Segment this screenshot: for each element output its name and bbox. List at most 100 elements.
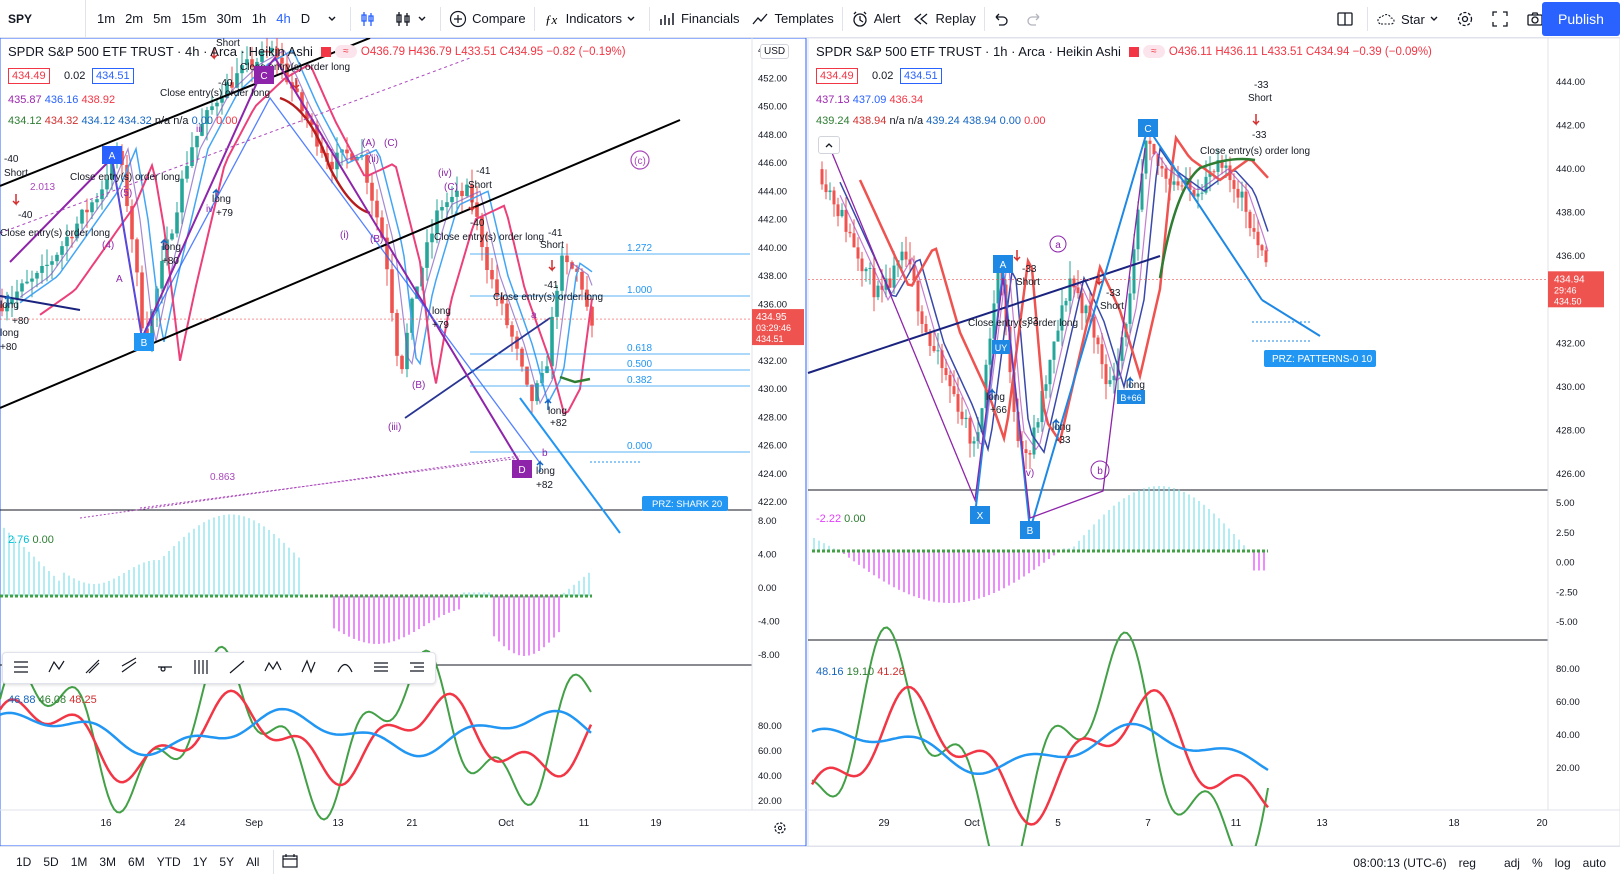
candle (920, 305, 924, 334)
right-bid-box[interactable]: 434.49 (816, 68, 858, 84)
star-label: Star (1401, 11, 1425, 27)
range-1y[interactable]: 1Y (192, 855, 208, 869)
currency-selector[interactable]: USD (760, 44, 790, 59)
left-annotation-p2013: 2.013 (30, 182, 55, 193)
redo-button[interactable] (1020, 0, 1053, 38)
range-ytd[interactable]: YTD (156, 855, 181, 869)
candle-body (100, 189, 104, 200)
timeaxis-gear-icon[interactable] (774, 822, 786, 834)
interval-30m[interactable]: 30m (216, 11, 242, 26)
parallel-channel-tool-icon[interactable] (118, 656, 140, 680)
alert-button[interactable]: Alert (845, 0, 907, 38)
hline-tool-icon[interactable] (10, 657, 32, 680)
replay-button[interactable]: Replay (906, 0, 981, 38)
candle (1264, 246, 1268, 267)
toggle-adj[interactable]: adj (1503, 855, 1520, 870)
interval-D[interactable]: D (300, 11, 311, 26)
horizontal-ray-tool-icon[interactable] (154, 657, 176, 680)
candle-body (828, 190, 832, 193)
interval-2m[interactable]: 2m (125, 11, 144, 26)
candle-body (1092, 316, 1096, 338)
left-chart-border (0, 38, 807, 846)
candle (230, 66, 234, 90)
abcd-tool-icon[interactable] (46, 657, 68, 680)
right-eye-icon[interactable]: ≈ (1142, 45, 1165, 58)
candle-body (1172, 181, 1176, 185)
curve-tool-icon[interactable] (334, 657, 356, 680)
interval-dropdown-icon[interactable] (321, 0, 348, 38)
ind1-val-a: 435.87 (8, 94, 42, 106)
left-ma-darkred (279, 96, 371, 215)
date-range-button[interactable] (276, 853, 304, 871)
left-rsi-tick: 40.00 (758, 771, 782, 782)
range-all[interactable]: All (246, 855, 260, 869)
right-ma-green (1158, 157, 1256, 279)
interval-4h[interactable]: 4h (276, 11, 291, 26)
range-3m[interactable]: 3M (99, 855, 117, 869)
trendline-tool-icon[interactable] (226, 657, 248, 680)
right-ask-box[interactable]: 434.51 (900, 68, 942, 84)
interval-15m[interactable]: 15m (181, 11, 207, 26)
star-layout-button[interactable]: Star (1370, 0, 1450, 38)
indicators-button[interactable]: ƒx Indicators (537, 0, 647, 38)
candle-body (1252, 228, 1256, 232)
right-flag-icon[interactable] (1128, 46, 1139, 57)
bar-style-icon[interactable] (353, 0, 388, 38)
screenshot-button[interactable] (1520, 0, 1555, 38)
left-ask-box[interactable]: 434.51 (92, 68, 134, 84)
settings-button[interactable] (1450, 0, 1485, 38)
right-osc-tick: -5.00 (1556, 617, 1578, 628)
long-arrow-icon (988, 388, 996, 400)
right-prz-label: PRZ: PATTERNS-0 10 (1272, 354, 1373, 365)
toggle-percent[interactable]: % (1531, 855, 1543, 870)
templates-button[interactable]: Templates (745, 0, 839, 38)
candle-body (1048, 359, 1052, 385)
fib-level-label: 0.000 (627, 441, 652, 452)
fib-tool-icon[interactable] (190, 657, 212, 680)
right-annotation: +66 (990, 405, 1007, 416)
candle (868, 262, 872, 285)
candle (390, 253, 394, 322)
candle (1064, 297, 1068, 312)
compare-button[interactable]: Compare (443, 0, 531, 38)
candle (1096, 335, 1100, 354)
range-5d[interactable]: 5D (43, 855, 59, 869)
range-5y[interactable]: 5Y (219, 855, 235, 869)
collapse-legend-button[interactable] (818, 136, 840, 154)
range-6m[interactable]: 6M (128, 855, 145, 869)
left-bid-box[interactable]: 434.49 (8, 68, 50, 84)
toggle-log[interactable]: log (1554, 855, 1571, 870)
right-price-tick: 440.00 (1556, 164, 1585, 175)
settings-lines-tool-icon[interactable] (406, 657, 428, 680)
candle-body (70, 236, 74, 239)
undo-button[interactable] (987, 0, 1020, 38)
left-flag-icon[interactable] (320, 46, 331, 57)
publish-button[interactable]: Publish (1542, 2, 1620, 36)
right-annotation: Short (1100, 301, 1124, 312)
chart-type-icon[interactable] (388, 0, 438, 38)
range-1m[interactable]: 1M (70, 855, 88, 869)
left-eye-icon[interactable]: ≈ (334, 45, 357, 58)
clock-time[interactable]: 08:00:13 (UTC-6) (1353, 855, 1447, 870)
candle-body (944, 368, 948, 375)
pitchfork-tool-icon[interactable] (82, 657, 104, 680)
interval-5m[interactable]: 5m (153, 11, 172, 26)
layout-button[interactable] (1330, 0, 1365, 38)
candle-body (1084, 305, 1088, 314)
interval-1h[interactable]: 1h (251, 11, 267, 26)
xabcd-tool-icon[interactable] (262, 657, 284, 680)
fullscreen-button[interactable] (1485, 0, 1520, 38)
right-pattern-marker (993, 255, 1013, 273)
session-reg[interactable]: reg (1458, 855, 1476, 870)
pattern-tool-icon[interactable] (298, 657, 320, 680)
right-last-price-text: 434.94 (1554, 274, 1585, 285)
candle-body (270, 47, 274, 53)
left-date-tick: 19 (650, 818, 662, 829)
toggle-auto[interactable]: auto (1582, 855, 1606, 870)
chart-area[interactable]: 454.00452.00450.00448.00446.00444.00442.… (0, 38, 1620, 846)
range-1d[interactable]: 1D (16, 855, 32, 869)
symbol-search[interactable]: SPY (0, 0, 86, 38)
interval-1m[interactable]: 1m (97, 11, 116, 26)
multi-line-tool-icon[interactable] (370, 657, 392, 680)
financials-button[interactable]: Financials (652, 0, 746, 38)
